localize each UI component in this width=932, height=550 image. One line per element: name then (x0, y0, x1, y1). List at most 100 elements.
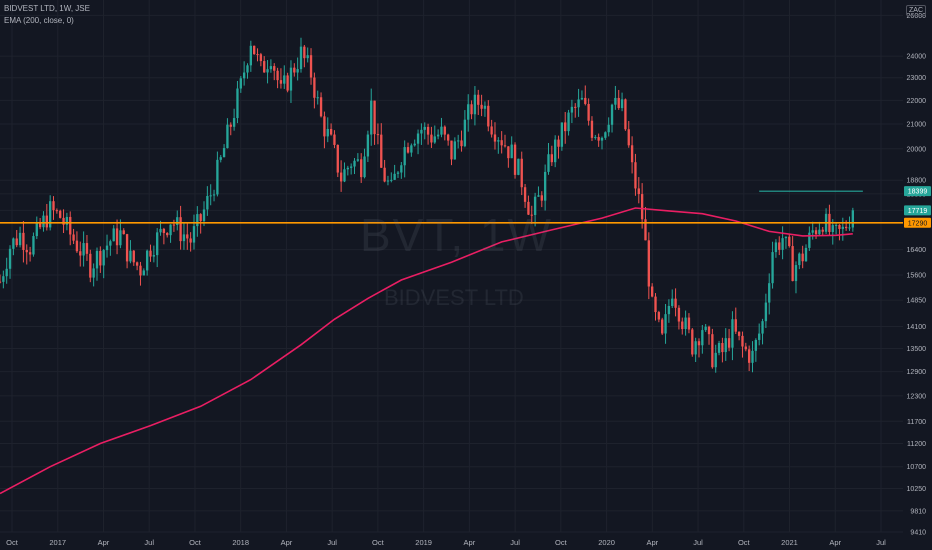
candle-body (309, 55, 313, 78)
candle-body (814, 230, 818, 235)
x-tick-label: Oct (555, 538, 568, 547)
y-tick-label: 14100 (907, 324, 927, 331)
y-tick-label: 11700 (907, 419, 926, 426)
x-tick-label: Jul (876, 538, 886, 547)
candle-body (600, 137, 604, 141)
candle-body (25, 249, 28, 253)
candle-body (707, 326, 711, 335)
candle-body (236, 88, 239, 119)
candle-body (376, 134, 380, 136)
candle-body (520, 158, 523, 188)
candle-body (323, 116, 326, 137)
price-tag-label: 17290 (908, 220, 928, 227)
candle-body (634, 162, 637, 189)
candle-body (497, 140, 500, 142)
candle-body (242, 72, 246, 79)
candle-body (246, 65, 249, 73)
candle-body (731, 319, 734, 348)
symbol-legend[interactable]: BIDVEST LTD, 1W, JSE (4, 4, 90, 13)
candle-body (249, 45, 253, 66)
candle-body (156, 232, 159, 256)
candle-body (701, 330, 704, 346)
price-tag-label: 18399 (908, 189, 928, 196)
candle-body (299, 46, 303, 70)
candle-body (400, 165, 403, 173)
candle-body (477, 94, 480, 105)
x-tick-label: Jul (327, 538, 337, 547)
currency-label[interactable]: ZAC (906, 5, 926, 16)
candle-body (5, 268, 8, 277)
candle-body (580, 97, 584, 100)
candle-body (717, 343, 721, 353)
candle-body (145, 250, 149, 271)
candle-body (413, 143, 416, 146)
candle-body (152, 255, 156, 257)
candle-body (380, 134, 383, 168)
candle-body (614, 97, 617, 105)
ema-200-line[interactable] (0, 207, 853, 495)
candle-body (129, 250, 132, 262)
candle-body (744, 346, 747, 350)
candle-body (263, 61, 266, 73)
candle-body (72, 234, 75, 241)
candle-body (761, 321, 764, 334)
candle-body (373, 100, 376, 135)
candle-body (640, 194, 644, 220)
candle-body (493, 134, 497, 142)
candle-body (584, 97, 587, 104)
candle-body (570, 106, 574, 113)
watermark-name: BIDVEST LTD (384, 285, 524, 310)
x-tick-label: 2018 (232, 538, 249, 547)
candle-body (788, 236, 791, 247)
candle-body (326, 128, 329, 137)
candle-body (550, 154, 554, 163)
candle-body (560, 122, 564, 147)
candle-body (132, 250, 135, 263)
candle-body (2, 276, 5, 282)
x-tick-label: Apr (98, 538, 110, 547)
candle-body (319, 97, 323, 117)
candle-body (59, 210, 62, 218)
candle-body (416, 133, 420, 144)
candle-body (35, 222, 38, 237)
candle-body (714, 352, 717, 368)
candle-body (838, 224, 841, 229)
x-tick-label: Apr (464, 538, 476, 547)
candle-body (62, 217, 65, 225)
candle-body (547, 154, 550, 172)
x-tick-label: Jul (510, 538, 520, 547)
candle-body (527, 201, 530, 215)
candle-body (844, 226, 848, 229)
candle-body (172, 224, 176, 226)
x-tick-label: 2017 (49, 538, 66, 547)
candle-body (727, 338, 731, 348)
candle-body (162, 228, 166, 233)
candle-body (363, 156, 366, 178)
candle-body (8, 248, 12, 269)
y-tick-label: 15600 (907, 273, 927, 280)
indicator-legend[interactable]: EMA (200, close, 0) (4, 16, 74, 25)
candle-body (533, 196, 537, 216)
candle-body (808, 232, 811, 248)
candle-body (42, 215, 45, 228)
candle-body (346, 167, 349, 170)
candle-body (296, 69, 299, 73)
candle-body (831, 225, 834, 232)
candle-body (316, 97, 319, 99)
candle-body (818, 229, 821, 235)
candle-body (537, 195, 540, 197)
y-tick-label: 9810 (910, 508, 926, 515)
candle-body (433, 136, 436, 143)
candle-body (564, 122, 567, 132)
candle-body (617, 97, 620, 109)
y-tick-label: 12900 (907, 369, 927, 376)
candle-body (142, 270, 145, 276)
candle-body (122, 230, 125, 235)
candle-body (135, 262, 139, 266)
candle-body (453, 141, 457, 160)
candle-body (99, 250, 102, 266)
candle-body (490, 126, 493, 135)
x-tick-label: Jul (144, 538, 154, 547)
